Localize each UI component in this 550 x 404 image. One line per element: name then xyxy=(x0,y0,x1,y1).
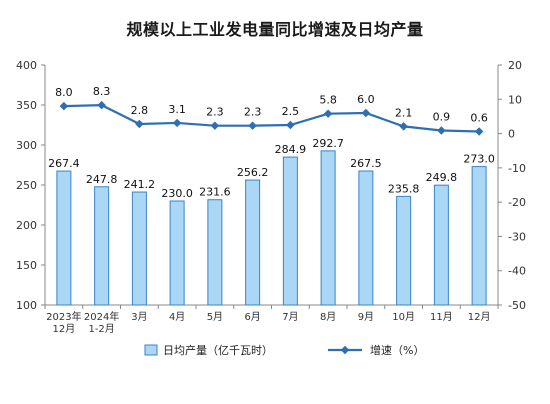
chart-title: 规模以上工业发电量同比增速及日均产量 xyxy=(126,20,424,39)
growth-value-label: 2.3 xyxy=(244,106,262,119)
bar xyxy=(358,170,374,306)
bar xyxy=(131,191,147,306)
left-tick-label: 150 xyxy=(16,259,37,272)
bar-value-label: 267.4 xyxy=(48,157,80,170)
bar-value-label: 241.2 xyxy=(124,178,156,191)
bar xyxy=(320,150,336,306)
x-category-label: 5月 xyxy=(207,311,223,323)
growth-point xyxy=(59,101,69,111)
growth-point xyxy=(248,121,257,130)
x-category-label: 3月 xyxy=(131,311,147,323)
bar-value-label: 267.5 xyxy=(350,157,382,170)
right-tick-label: -50 xyxy=(508,299,526,312)
right-tick-label: 10 xyxy=(508,93,522,106)
bar xyxy=(282,156,298,306)
bar-value-label: 284.9 xyxy=(275,143,307,156)
x-category-label: 7月 xyxy=(282,311,298,323)
x-category-label: 12月 xyxy=(468,311,491,323)
legend-line-marker xyxy=(340,345,350,355)
growth-point xyxy=(361,108,371,118)
bar-value-label: 249.8 xyxy=(426,171,458,184)
bar-value-label: 230.0 xyxy=(161,187,193,200)
right-tick-label: -20 xyxy=(508,196,526,209)
right-tick-label: -30 xyxy=(508,230,526,243)
growth-point xyxy=(135,119,144,129)
bar-value-label: 247.8 xyxy=(86,173,118,186)
growth-point xyxy=(474,127,484,136)
right-tick-label: 20 xyxy=(508,59,522,72)
growth-value-label: 2.8 xyxy=(131,104,149,117)
growth-point xyxy=(97,100,106,110)
left-tick-label: 300 xyxy=(16,139,37,152)
left-tick-label: 350 xyxy=(16,99,37,112)
growth-point xyxy=(210,121,220,130)
bar-value-label: 231.6 xyxy=(199,186,231,199)
left-tick-label: 200 xyxy=(16,219,37,232)
legend-line-label: 增速（%） xyxy=(370,343,424,357)
bar xyxy=(396,195,412,306)
growth-value-label: 8.3 xyxy=(93,85,111,98)
growth-value-label: 3.1 xyxy=(168,103,186,116)
right-tick-label: -40 xyxy=(508,265,526,278)
x-category-label: 8月 xyxy=(320,311,336,323)
bar xyxy=(56,170,72,306)
x-category-label: 11月 xyxy=(430,311,453,323)
bar-value-label: 292.7 xyxy=(312,137,344,150)
growth-point xyxy=(323,109,333,118)
bar xyxy=(245,179,261,306)
growth-value-label: 6.0 xyxy=(357,93,375,106)
growth-point xyxy=(172,118,182,128)
x-category-label: 6月 xyxy=(244,311,260,323)
bar xyxy=(471,166,487,306)
right-tick-label: -10 xyxy=(508,162,526,175)
growth-value-label: 8.0 xyxy=(55,86,73,99)
bar xyxy=(169,200,185,306)
growth-line xyxy=(63,104,480,133)
x-category-label: 2024年 1-2月 xyxy=(84,310,119,335)
growth-point xyxy=(286,120,295,130)
left-tick-label: 100 xyxy=(16,299,37,312)
bar-value-label: 256.2 xyxy=(237,166,269,179)
growth-value-label: 2.1 xyxy=(395,106,413,119)
growth-point xyxy=(437,126,446,135)
growth-value-label: 2.3 xyxy=(206,106,224,119)
growth-value-label: 0.6 xyxy=(470,112,488,125)
growth-value-label: 2.5 xyxy=(282,105,300,118)
growth-value-label: 0.9 xyxy=(433,110,451,123)
left-tick-label: 400 xyxy=(16,59,37,72)
left-tick-label: 250 xyxy=(16,179,37,192)
growth-point xyxy=(399,122,408,131)
x-category-label: 10月 xyxy=(392,311,415,323)
bar-value-label: 235.8 xyxy=(388,182,420,195)
x-category-label: 2023年 12月 xyxy=(46,310,81,335)
legend-bar-swatch xyxy=(144,344,158,356)
x-category-label: 4月 xyxy=(169,311,185,323)
legend-bar-label: 日均产量（亿千瓦时） xyxy=(163,343,273,357)
x-category-label: 9月 xyxy=(358,311,374,323)
bar-value-label: 273.0 xyxy=(463,153,495,166)
bar xyxy=(94,186,110,306)
growth-value-label: 5.8 xyxy=(319,94,337,107)
bar xyxy=(433,184,449,306)
right-tick-label: 0 xyxy=(508,128,515,141)
bar xyxy=(207,199,223,306)
